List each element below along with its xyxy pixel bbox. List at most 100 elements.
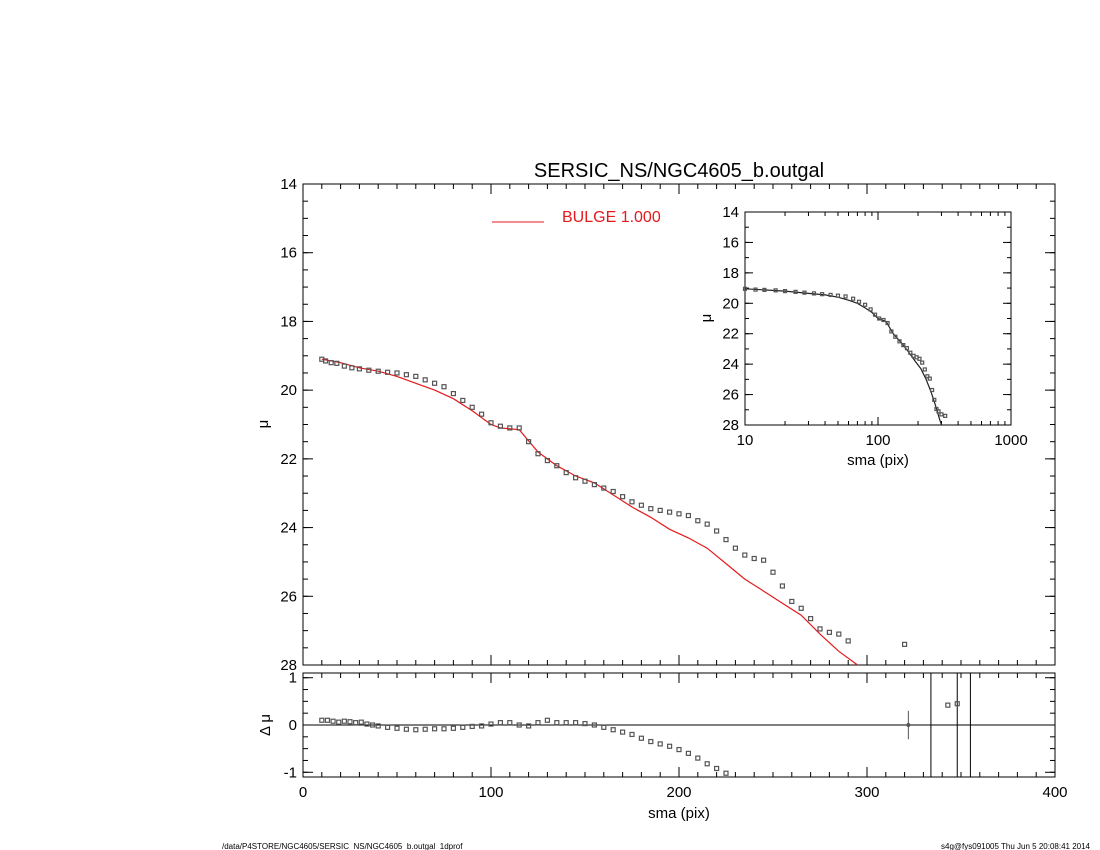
data-point [432,726,438,732]
data-point [657,507,663,513]
data-point [535,451,541,457]
data-point [375,368,381,374]
data-point [403,372,409,378]
data-point [843,294,848,299]
data-point [695,755,701,761]
data-point [742,552,748,558]
data-point [954,701,960,707]
data-point [943,413,948,418]
data-point [516,425,522,431]
data-point [685,512,692,519]
data-point [936,409,941,414]
data-point [851,296,856,301]
data-point [328,360,334,366]
data-point [802,290,807,295]
data-point [413,373,419,379]
data-point [479,723,485,729]
main-y-axis-label: μ [255,420,272,429]
data-point [460,397,466,404]
data-point [817,626,823,632]
data-point [648,738,654,745]
main-axis-ticks: 14 16 18 20 22 24 26 28 [280,176,1056,674]
data-point [811,291,817,296]
data-point [920,360,925,365]
y-tick-label: -1 [284,764,297,781]
data-point [591,722,598,728]
data-point [324,717,331,723]
data-point [582,720,588,727]
data-point [629,731,635,738]
data-point [347,719,353,725]
data-point [322,358,329,364]
data-point [929,387,935,393]
data-point [908,350,913,355]
data-point [488,420,494,426]
y-tick-label: 18 [722,265,739,282]
data-point [610,727,616,733]
data-point [872,312,878,317]
data-point [945,702,951,708]
residual-x-axis-label: sma (pix) [648,805,710,822]
data-point [762,287,767,292]
data-point [845,638,851,644]
data-point [828,292,833,298]
data-point [330,718,336,724]
data-point [572,475,579,481]
data-point [507,720,513,726]
data-point [366,367,372,373]
y-tick-label: 18 [280,313,297,330]
data-point [525,439,532,445]
y-tick-label: 20 [722,295,739,312]
data-point [732,545,739,551]
data-point [835,293,841,298]
y-tick-label: 14 [722,204,739,221]
data-point [713,528,720,534]
data-point [469,404,475,410]
data-point [676,511,682,517]
data-point [460,724,466,730]
data-point [469,723,475,730]
data-point [369,722,376,728]
x-tick-label: 100 [478,784,503,801]
data-point [856,299,862,304]
data-point [770,569,776,575]
data-point [779,583,786,589]
data-point [619,494,626,500]
data-point [349,365,355,371]
error-point [906,723,911,727]
data-point [450,725,456,731]
data-point [868,307,873,312]
data-point [773,288,778,293]
y-tick-label: 14 [280,176,297,193]
data-point [723,770,729,776]
y-tick-label: 28 [280,657,297,674]
data-point [336,719,342,725]
x-tick-label: 400 [1042,784,1067,801]
data-point [893,334,898,339]
data-point [601,485,607,491]
data-point [385,724,391,730]
data-point [394,725,400,731]
y-tick-label: 16 [280,245,297,262]
data-point [572,720,579,726]
residual-series-layer [319,701,960,776]
y-tick-label: 22 [722,326,739,343]
y-tick-label: 16 [722,234,739,251]
inset-axis-ticks: 10 100 1000 14 16 18 20 22 24 26 28 [722,204,1027,449]
data-point [619,729,626,735]
y-tick-label: 24 [280,520,297,537]
footer-timestamp: s4g@fys091005 Thu Jun 5 20:08:41 2014 [941,842,1091,850]
x-tick-label: 0 [299,784,307,801]
data-point [507,425,513,431]
data-point [877,316,882,321]
y-tick-label: 22 [280,451,297,468]
y-tick-label: 26 [722,387,739,404]
data-point [713,765,720,772]
y-tick-label: 28 [722,417,739,434]
data-point [889,329,894,334]
data-point [704,761,710,767]
data-point [535,720,541,726]
y-tick-label: 24 [722,356,739,373]
data-point [341,718,347,724]
data-point [723,536,729,543]
